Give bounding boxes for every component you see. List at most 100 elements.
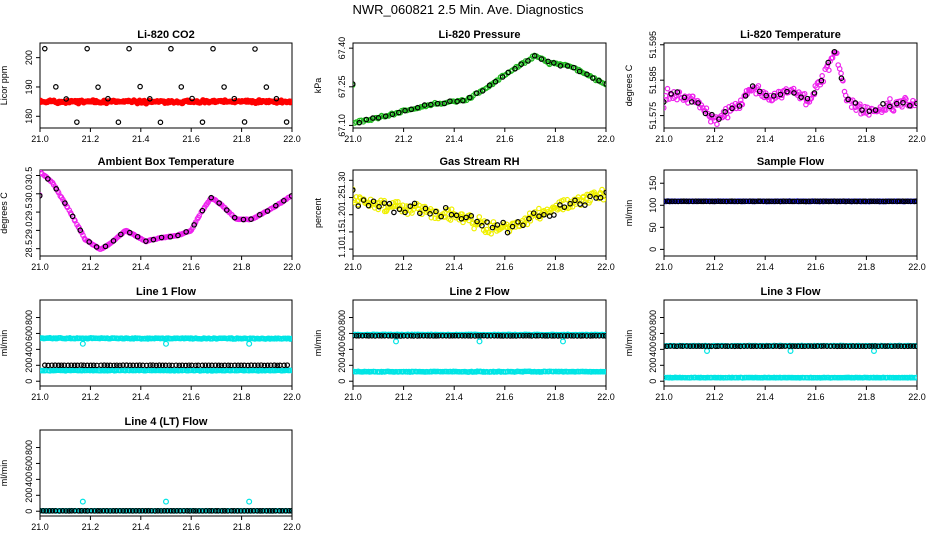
data-point (157, 119, 164, 126)
data-point (158, 234, 165, 241)
data-point (870, 347, 877, 354)
data-point (515, 219, 521, 225)
data-point (397, 333, 404, 339)
data-point (831, 48, 838, 55)
data-point (396, 206, 403, 213)
data-point (882, 198, 889, 205)
data-point (246, 340, 253, 347)
data-point (203, 508, 209, 514)
x-tick-label: 21.0 (344, 262, 362, 272)
data-point (512, 66, 518, 72)
data-point (210, 45, 216, 52)
y-tick-label: 67.10 (337, 114, 347, 137)
points-licor-temp (664, 48, 917, 128)
data-point (719, 343, 725, 349)
data-point (163, 340, 170, 347)
data-point (381, 197, 388, 204)
data-point (288, 335, 292, 342)
data-point (500, 219, 506, 226)
y-tick-label: 67.40 (337, 37, 347, 60)
data-point (664, 105, 667, 111)
panel-line2: Line 2 Flow ml/min 21.0 21.2 21.4 21.6 21.8 22.… (313, 286, 615, 402)
data-point (564, 333, 571, 339)
data-point (531, 53, 538, 59)
data-point (52, 362, 58, 368)
data-point (800, 198, 807, 205)
data-point (536, 205, 542, 212)
data-point (443, 332, 449, 339)
data-point (46, 508, 53, 514)
data-point (834, 198, 841, 205)
data-point (504, 229, 511, 236)
data-point (91, 508, 98, 514)
data-point (353, 332, 356, 339)
data-point (84, 362, 91, 369)
data-point (779, 343, 785, 349)
data-point (454, 98, 460, 105)
data-point (736, 105, 743, 112)
data-point (702, 108, 708, 114)
data-point (66, 508, 72, 514)
x-tick-label: 21.4 (756, 262, 774, 272)
data-point (551, 333, 558, 339)
points-line3 (664, 342, 917, 381)
data-point (402, 107, 408, 114)
data-point (819, 73, 825, 79)
data-point (370, 198, 377, 205)
data-point (706, 343, 712, 350)
data-point (494, 333, 501, 339)
data-point (808, 198, 815, 205)
data-point (789, 343, 796, 349)
data-point (257, 508, 263, 514)
y-axis-label: ml/min (624, 330, 634, 357)
panel-title: Gas Stream RH (439, 156, 519, 168)
data-point (113, 362, 120, 369)
data-point (500, 333, 507, 339)
y-tick-label: 400 (337, 342, 347, 357)
data-point (63, 508, 69, 514)
data-point (725, 343, 731, 349)
data-point (79, 498, 86, 505)
x-tick-label: 21.2 (82, 392, 100, 402)
data-point (78, 507, 85, 514)
x-tick-label: 21.0 (344, 392, 362, 402)
x-tick-label: 21.8 (547, 262, 565, 272)
x-tick-label: 22.0 (908, 134, 926, 144)
data-point (221, 508, 228, 514)
data-point (271, 362, 278, 369)
points-rh (353, 186, 606, 237)
data-point (560, 197, 567, 203)
data-point (893, 100, 900, 107)
data-point (252, 46, 258, 52)
panel-pressure: Li-820 Pressure kPa 21.0 21.2 21.4 21.6 21.8 22… (313, 29, 615, 144)
data-point (792, 343, 798, 349)
data-point (447, 217, 454, 223)
data-point (485, 229, 492, 236)
data-point (45, 176, 51, 182)
data-point (774, 198, 781, 205)
data-point (526, 332, 532, 339)
data-point (215, 507, 222, 514)
data-point (289, 99, 292, 105)
data-point (887, 103, 893, 110)
data-point (482, 229, 489, 236)
data-point (734, 198, 741, 205)
x-tick-label: 21.2 (395, 392, 413, 402)
data-point (126, 229, 133, 236)
data-point (696, 343, 703, 349)
data-point (690, 343, 697, 349)
data-point (818, 77, 825, 84)
data-point (274, 362, 281, 369)
data-point (455, 332, 462, 339)
data-point (359, 333, 366, 339)
data-point (460, 97, 466, 104)
data-point (820, 343, 827, 349)
data-point (186, 362, 192, 369)
panel-line4: Line 4 (LT) Flow ml/min 21.0 21.2 21.4 21.6 21… (0, 416, 301, 532)
data-point (824, 343, 830, 349)
data-point (673, 343, 680, 350)
y-tick-label: 30.5 (24, 167, 34, 185)
data-point (75, 508, 82, 514)
data-point (102, 243, 109, 250)
x-tick-label: 21.6 (182, 134, 200, 144)
